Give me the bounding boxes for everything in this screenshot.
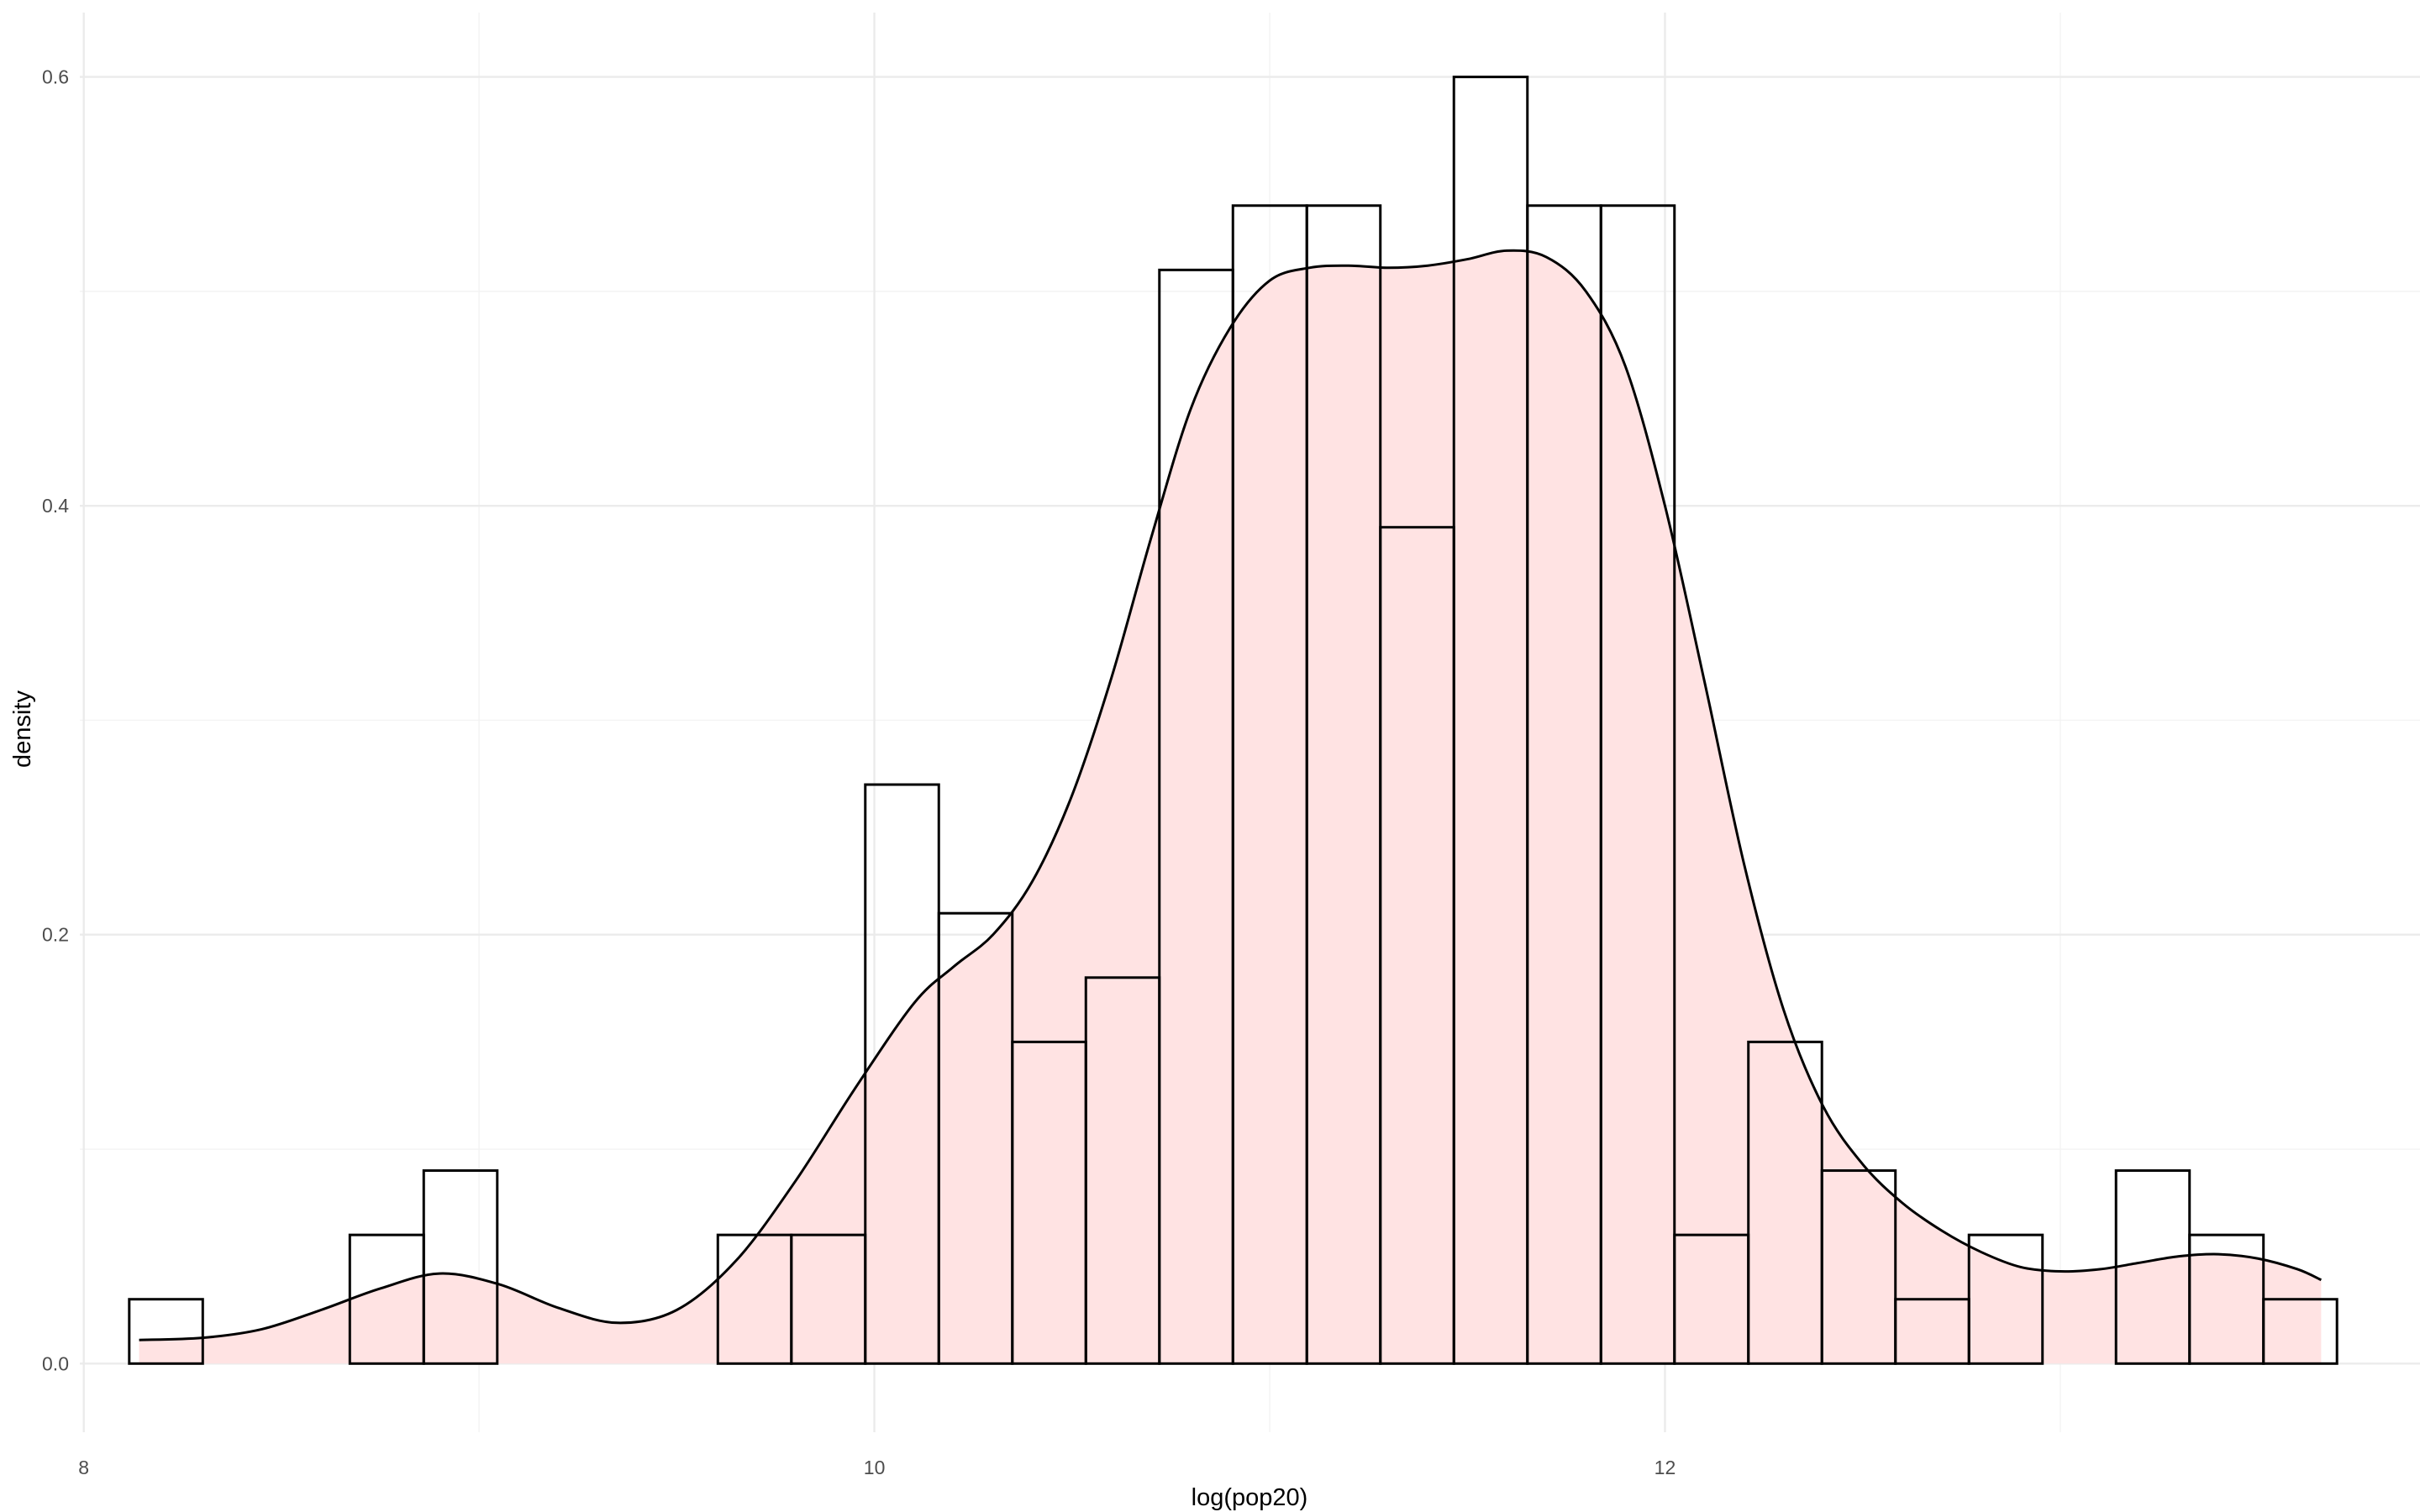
density-curve: [139, 249, 2323, 1341]
density-area: [139, 250, 2322, 1364]
y-axis-tick-labels: 0.0 0.2 0.4 0.6: [42, 66, 69, 1375]
x-tick-label-1: 10: [864, 1457, 886, 1478]
histogram-bar-4: [422, 1169, 499, 1365]
x-tick-label-0: 8: [78, 1457, 89, 1478]
x-axis-title: log(pop20): [1192, 1484, 1308, 1511]
y-tick-label-0: 0.0: [42, 1352, 69, 1374]
density-line-layer: [139, 249, 2323, 1341]
x-tick-label-2: 12: [1655, 1457, 1676, 1478]
density-area-layer: [139, 250, 2322, 1364]
y-tick-label-1: 0.2: [42, 924, 69, 946]
histogram-bar-0: [128, 1298, 204, 1365]
histogram-bar-29: [2262, 1298, 2338, 1365]
y-axis-title: density: [9, 690, 36, 768]
x-axis-tick-labels: 8 10 12: [78, 1457, 1676, 1478]
y-tick-label-3: 0.6: [42, 66, 69, 88]
histogram-bar-23: [1820, 1169, 1897, 1365]
y-tick-label-2: 0.4: [42, 495, 69, 517]
histogram-bar-20: [1599, 204, 1676, 1365]
histogram-bar-25: [1967, 1233, 2044, 1365]
